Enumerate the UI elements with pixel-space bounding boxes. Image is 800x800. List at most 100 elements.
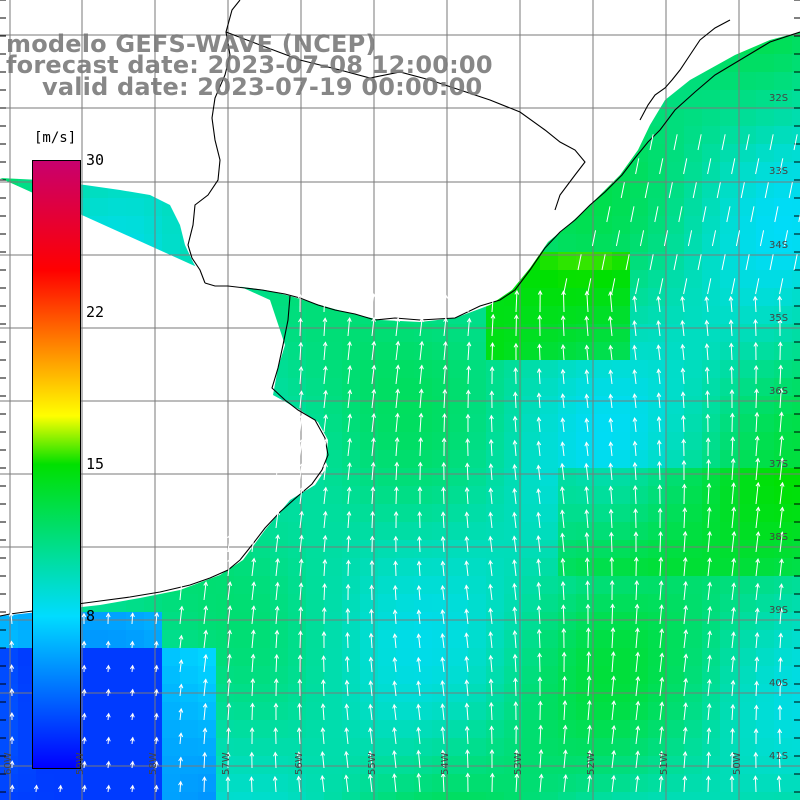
map-title-model: modelo GEFS-WAVE (NCEP) [6, 30, 377, 58]
wind-arrow [632, 295, 637, 313]
wind-arrow [202, 727, 208, 745]
wind-cell [774, 306, 792, 324]
wind-cell [324, 378, 342, 396]
wind-arrow [730, 679, 736, 697]
wind-cell [216, 756, 234, 774]
wind-cell [720, 522, 738, 540]
wind-cell [630, 630, 648, 648]
wind-arrow [513, 367, 519, 385]
wind-cell [306, 702, 324, 720]
wind-arrow [371, 316, 376, 337]
wind-cell [720, 486, 738, 504]
wind-cell [792, 666, 800, 684]
wind-arrow [154, 736, 159, 745]
wind-arrow [755, 531, 761, 553]
wind-cell [774, 558, 792, 576]
wind-cell [504, 504, 522, 522]
wind-cell [558, 756, 576, 774]
wind-arrow [705, 437, 711, 457]
wind-cell [486, 666, 504, 684]
wind-arrow [272, 775, 278, 793]
wind-cell [720, 702, 738, 720]
wind-cell [702, 90, 720, 108]
wind-arrow [227, 653, 232, 673]
wind-arrow [729, 412, 735, 433]
wind-cell [774, 576, 792, 594]
wind-cell [666, 666, 684, 684]
wind-arrow [728, 319, 734, 337]
coastline-brazil-uruguay [204, 31, 800, 321]
wind-cell [738, 702, 756, 720]
wind-cell [288, 504, 306, 522]
wind-cell [684, 126, 702, 144]
wind-arrow [347, 413, 353, 433]
wind-cell [792, 612, 800, 630]
wind-arrow [392, 703, 397, 721]
wind-arrow [418, 412, 424, 433]
wind-cell [144, 630, 162, 648]
wind-arrow [251, 605, 256, 625]
wind-arrow [393, 560, 398, 577]
wind-cell [252, 594, 270, 612]
wind-arrow [704, 343, 710, 361]
wind-cell [342, 558, 360, 576]
wind-cell [612, 324, 630, 342]
wind-cell [666, 504, 684, 522]
wind-cell [576, 360, 594, 378]
wind-arrow [323, 413, 328, 433]
wind-arrow [707, 630, 712, 649]
wind-cell [576, 432, 594, 450]
wind-cell [378, 432, 396, 450]
wind-cell [486, 540, 504, 558]
wind-arrow [369, 584, 375, 601]
wind-cell [666, 162, 684, 180]
wind-cell [432, 738, 450, 756]
wind-cell [414, 486, 432, 504]
wind-arrow [654, 206, 659, 223]
wind-arrow [561, 651, 567, 673]
wind-arrow [513, 391, 518, 409]
wind-cell [540, 648, 558, 666]
wind-cell [108, 648, 126, 666]
wind-arrow [609, 579, 615, 601]
wind-cell [630, 468, 648, 486]
wind-cell [342, 414, 360, 432]
wind-vectors [8, 134, 800, 793]
wind-arrow [346, 317, 352, 337]
wind-cell [324, 432, 342, 450]
wind-arrow [609, 531, 614, 553]
wind-cell [486, 414, 504, 432]
wind-cell [414, 342, 432, 360]
wind-cell [756, 756, 774, 774]
latitude-label: 39S [769, 605, 789, 616]
wind-arrow [82, 760, 87, 769]
wind-cell [558, 252, 576, 270]
wind-cell [774, 504, 792, 522]
wind-cell [702, 666, 720, 684]
wind-arrow [512, 415, 518, 433]
wind-cell [684, 252, 702, 270]
wind-arrow [371, 388, 377, 409]
wind-cell [108, 198, 126, 216]
colorbar-tick-30: 30 [86, 151, 105, 169]
wind-cell [306, 612, 324, 630]
wind-arrow [394, 436, 400, 457]
wind-cell [792, 576, 800, 594]
wind-arrow [512, 582, 517, 601]
wind-cell [648, 144, 666, 162]
wind-arrow [392, 749, 397, 769]
wind-arrow [322, 341, 328, 361]
wind-cell [378, 720, 396, 738]
wind-cell [306, 540, 324, 558]
border-uruguay-brazil [225, 31, 586, 211]
wind-cell [612, 270, 630, 288]
wind-cell [90, 756, 108, 774]
colorbar-tick-8: 8 [86, 607, 96, 625]
wind-cell [486, 486, 504, 504]
wind-arrow [488, 487, 494, 505]
wind-arrow [203, 629, 209, 649]
wind-cell [630, 594, 648, 612]
wind-cell [306, 486, 324, 504]
wind-cell [774, 522, 792, 540]
wind-arrow [512, 606, 518, 625]
